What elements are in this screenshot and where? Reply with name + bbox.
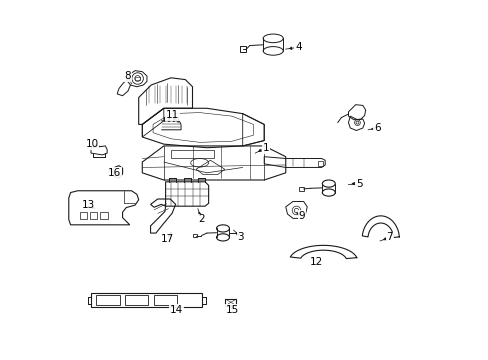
Text: 7: 7 <box>386 232 392 242</box>
Text: 17: 17 <box>161 234 174 244</box>
Text: 11: 11 <box>166 111 179 121</box>
Bar <box>91 293 202 307</box>
Bar <box>100 212 107 220</box>
Text: 8: 8 <box>124 71 131 81</box>
Bar <box>299 187 303 191</box>
Bar <box>240 46 245 52</box>
Bar <box>135 77 140 80</box>
Bar <box>225 299 236 306</box>
Text: 10: 10 <box>85 139 99 149</box>
Bar <box>96 295 120 305</box>
Text: 2: 2 <box>198 215 204 224</box>
Text: 16: 16 <box>108 168 121 178</box>
Text: 1: 1 <box>262 143 269 153</box>
Text: 13: 13 <box>81 200 95 210</box>
Bar <box>80 212 87 220</box>
Text: 12: 12 <box>309 257 322 267</box>
Text: 3: 3 <box>237 232 244 242</box>
Bar <box>153 295 177 305</box>
Bar <box>317 161 323 166</box>
Text: 6: 6 <box>373 123 380 133</box>
Bar <box>125 295 148 305</box>
Text: 4: 4 <box>294 42 301 52</box>
Text: 5: 5 <box>355 179 362 189</box>
Text: 14: 14 <box>169 305 183 315</box>
Bar <box>192 234 196 237</box>
Text: 9: 9 <box>298 211 305 221</box>
Bar <box>89 212 97 220</box>
Text: 15: 15 <box>225 305 238 315</box>
